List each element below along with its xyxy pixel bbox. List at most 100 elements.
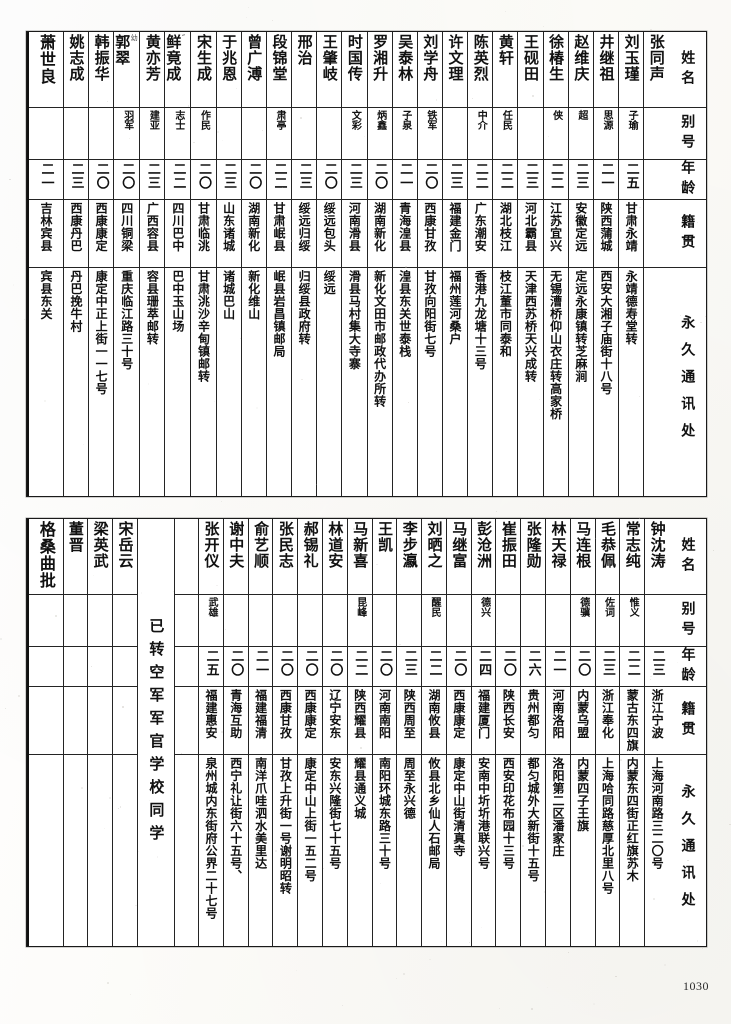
cell-age: 二一 <box>29 160 63 200</box>
cell-name-text: 毛恭佩 <box>599 521 617 569</box>
cell-origin-text: 湖南新化 <box>246 202 261 252</box>
cell-age-text: 二〇 <box>451 649 467 677</box>
entry-column: 王砚田 二三 河北霸县 天津西苏桥天兴成转 <box>517 32 543 496</box>
cell-age: 二〇 <box>114 160 140 200</box>
cell-age-text: 二三 <box>68 162 84 190</box>
scan-speck <box>474 220 475 222</box>
scan-speck <box>342 1005 344 1007</box>
cell-origin: 湖北枝江 <box>493 200 518 268</box>
cell-age-text: 二〇 <box>372 162 388 190</box>
scan-speck <box>704 315 706 317</box>
cell-age-text: 二〇 <box>246 162 262 190</box>
cell-age: 二二 <box>543 160 568 200</box>
cell-origin: 湖南新化 <box>241 200 266 268</box>
cell-alias: 炳鑫 <box>367 108 392 160</box>
cell-address-text: 康定中正上街一一七号 <box>94 270 109 395</box>
cell-origin-text: 河北霸县 <box>523 202 538 252</box>
cell-alias: 昆峰 <box>347 595 372 647</box>
cell-name-text: 崔振田 <box>499 521 518 569</box>
cell-age: 二三 <box>595 647 620 687</box>
cell-origin: 浙江宁波 <box>645 687 669 755</box>
scan-speck <box>407 703 410 706</box>
cell-origin: 安徽定远 <box>568 200 593 268</box>
entry-column: 曾广溥 二〇 湖南新化 新化维山 <box>240 32 266 496</box>
cell-address: 上海哈同路慈厚北里八号 <box>596 755 620 946</box>
cell-origin-text: 广西容县 <box>145 202 160 252</box>
cell-origin-text: 广东潮安 <box>473 202 488 252</box>
scan-speck <box>90 666 92 667</box>
cell-alias-text: 德兴 <box>478 597 490 617</box>
scan-speck <box>676 662 678 664</box>
cell-origin: 广东潮安 <box>468 200 493 268</box>
cell-address: 宾县东关 <box>29 268 63 496</box>
scan-speck <box>481 926 483 928</box>
scan-speck <box>134 904 137 907</box>
cell-address-text: 内蒙四子王旗 <box>575 757 590 832</box>
scan-speck <box>471 623 473 626</box>
cell-age: 二四 <box>471 647 496 687</box>
cell-alias <box>546 595 570 647</box>
cell-origin: 陕西周至 <box>397 687 422 755</box>
cell-origin: 四川铜梁 <box>114 200 140 268</box>
cell-address: 甘肃洮沙辛甸镇邮转 <box>191 268 215 496</box>
entry-column: 韩振华 二〇 西康康定 康定中正上街一一七号 <box>88 32 114 496</box>
cell-name: 格桑曲批 <box>29 519 63 595</box>
cell-address-text: 都匀城外大新街十五号 <box>526 757 541 882</box>
scan-speck <box>595 538 597 540</box>
cell-name-text: 时国传 <box>345 34 364 82</box>
cell-address: 西安大湘子庙街十八号 <box>594 268 618 496</box>
cell-age: 二二 <box>347 647 372 687</box>
scan-speck <box>272 19 274 21</box>
scan-speck <box>158 175 159 177</box>
entry-column: 常志纯 惟义 二二 蒙古东四旗 内蒙东四街正红旗苏木 <box>619 519 645 946</box>
cell-origin: 甘肃岷县 <box>266 200 292 268</box>
cell-age-text: 二〇 <box>321 162 337 190</box>
cell-age: 二三 <box>568 160 593 200</box>
scan-speck <box>650 29 652 32</box>
scan-speck <box>547 136 549 137</box>
cell-name: 于兆恩 <box>216 32 241 108</box>
cell-age-text: 二六 <box>525 649 541 677</box>
cell-address <box>175 755 198 946</box>
entry-column: 崔振田 二〇 陕西长安 西安印花布园十三号 <box>495 519 521 946</box>
cell-origin-text: 河南南阳 <box>377 689 392 739</box>
cell-alias-text: 昆峰 <box>354 597 366 617</box>
cell-address <box>644 268 668 496</box>
entry-column: 马连根 德骥 二〇 内蒙乌盟 内蒙四子王旗 <box>569 519 595 946</box>
entry-column: 林天禄 二一 河南洛阳 洛阳第二区潘家庄 <box>545 519 570 946</box>
cell-name: 张隆勋 <box>521 519 546 595</box>
cell-origin-text: 甘肃临洮 <box>196 202 211 252</box>
scan-speck <box>441 941 442 942</box>
cell-name: 邢治 <box>292 32 317 108</box>
entry-column: 井继祖 思源 二一 陕西蒲城 西安大湘子庙街十八号 <box>592 32 619 496</box>
cell-name-text: 郝锡礼 <box>301 521 320 569</box>
cell-name-text: 鲜竟成 <box>165 34 183 82</box>
cell-address: 福州莲河桑户 <box>443 268 467 496</box>
cell-name-text: 王肇岐 <box>320 34 339 82</box>
scan-speck <box>323 867 324 869</box>
cell-age-text: 二〇 <box>376 649 392 677</box>
scan-speck <box>700 321 702 323</box>
cell-age-text: 二二 <box>352 649 368 677</box>
cell-origin-text: 陕西耀县 <box>352 689 367 739</box>
cell-origin-text: 辽宁安东 <box>327 689 342 739</box>
row-header-column: 姓名 别号 年龄 籍贯 永久通讯处 <box>668 32 706 496</box>
cell-name: 张同声 <box>644 32 669 108</box>
cell-name: 钟沈涛 <box>645 519 669 595</box>
cell-address: 重庆临江路三十号 <box>114 268 139 496</box>
scan-speck <box>222 139 224 141</box>
entry-column: 鲜竟成〞志士 二二 四川巴中 巴中玉山场 <box>164 32 191 496</box>
scan-speck <box>385 855 387 858</box>
cell-alias <box>518 108 543 160</box>
cell-address-text: 南阳环城东路三十号 <box>377 757 392 870</box>
cell-address-text: 甘孜上升街一号谢明昭转 <box>278 757 293 895</box>
scan-speck <box>217 130 220 133</box>
scan-speck <box>466 282 467 284</box>
row-header-name: 姓名 <box>668 32 706 108</box>
cell-age <box>63 647 88 687</box>
cell-alias: 羽军 <box>114 108 140 160</box>
cell-name: 吴泰林 <box>392 32 417 108</box>
cell-origin-text: 浙江宁波 <box>650 689 665 739</box>
cell-alias <box>223 595 248 647</box>
cell-name-text: 赵维庆 <box>572 34 591 82</box>
